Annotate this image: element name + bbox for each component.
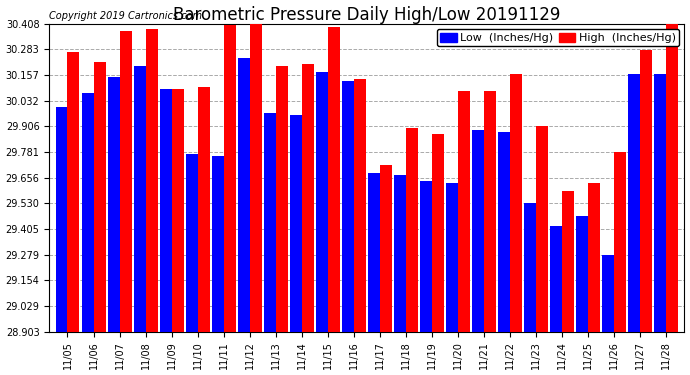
Bar [524,203,536,332]
Bar [316,72,328,332]
Bar [146,30,157,332]
Bar [628,75,640,332]
Bar [550,226,562,332]
Bar [406,128,418,332]
Bar [134,66,146,332]
Text: Copyright 2019 Cartronics.com: Copyright 2019 Cartronics.com [49,10,202,21]
Legend: Low  (Inches/Hg), High  (Inches/Hg): Low (Inches/Hg), High (Inches/Hg) [437,29,679,46]
Title: Barometric Pressure Daily High/Low 20191129: Barometric Pressure Daily High/Low 20191… [173,6,560,24]
Bar [667,23,678,332]
Bar [159,89,172,332]
Bar [212,156,224,332]
Bar [602,255,614,332]
Bar [498,132,510,332]
Bar [354,79,366,332]
Bar [484,91,496,332]
Bar [458,91,470,332]
Bar [172,89,184,332]
Bar [472,130,484,332]
Bar [186,154,197,332]
Bar [264,113,276,332]
Bar [81,93,94,332]
Bar [108,76,119,332]
Bar [588,183,600,332]
Bar [380,165,392,332]
Bar [55,107,68,332]
Bar [536,126,548,332]
Bar [290,116,302,332]
Bar [238,58,250,332]
Bar [328,27,339,332]
Bar [394,175,406,332]
Bar [94,62,106,332]
Bar [342,81,354,332]
Bar [562,191,574,332]
Bar [510,75,522,332]
Bar [250,23,262,332]
Bar [576,216,588,332]
Bar [368,173,380,332]
Bar [420,181,432,332]
Bar [119,32,132,332]
Bar [640,50,652,332]
Bar [197,87,210,332]
Bar [224,26,236,332]
Bar [302,64,314,332]
Bar [432,134,444,332]
Bar [276,66,288,332]
Bar [654,75,667,332]
Bar [446,183,458,332]
Bar [68,52,79,332]
Bar [614,152,626,332]
